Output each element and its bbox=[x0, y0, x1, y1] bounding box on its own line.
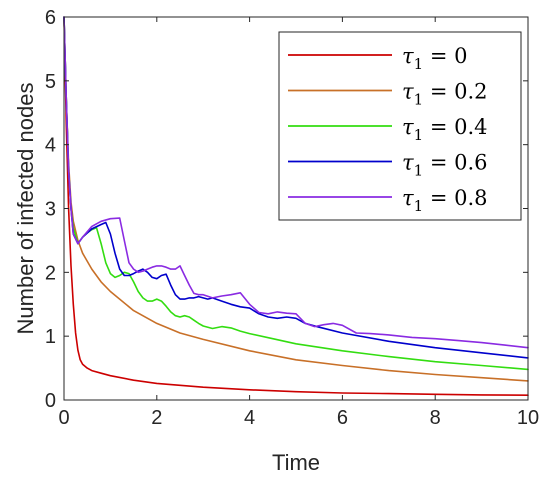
series-line-4 bbox=[63, 16, 529, 349]
legend-subscript: 1 bbox=[414, 126, 424, 144]
legend: τ1 = 0τ1 = 0.2τ1 = 0.4τ1 = 0.6τ1 = 0.8 bbox=[278, 31, 522, 221]
y-tick-label: 2 bbox=[45, 262, 56, 284]
y-tick-label: 4 bbox=[45, 135, 56, 157]
legend-value: = 0.2 bbox=[423, 80, 487, 104]
legend-label-3: τ1 = 0.6 bbox=[402, 151, 488, 180]
y-tick-label: 0 bbox=[45, 390, 56, 412]
legend-symbol: τ bbox=[402, 186, 414, 210]
axes-layer: 0 2 4 6 8 10 0 1 2 3 4 5 6 bbox=[45, 7, 539, 429]
x-tick-label: 0 bbox=[58, 407, 69, 429]
legend-symbol: τ bbox=[402, 115, 414, 139]
legend-value: = 0.6 bbox=[423, 151, 487, 175]
legend-label-2: τ1 = 0.4 bbox=[402, 115, 488, 144]
series-layer bbox=[63, 16, 529, 396]
y-tick-label: 3 bbox=[45, 199, 56, 221]
legend-symbol: τ bbox=[402, 80, 414, 104]
legend-subscript: 1 bbox=[414, 55, 424, 73]
y-tick-label: 6 bbox=[45, 7, 56, 29]
x-tick-label: 8 bbox=[430, 407, 441, 429]
legend-symbol: τ bbox=[402, 44, 414, 68]
x-tick-label: 4 bbox=[244, 407, 255, 429]
legend-subscript: 1 bbox=[414, 91, 424, 109]
legend-subscript: 1 bbox=[414, 162, 424, 180]
legend-value: = 0 bbox=[423, 44, 467, 68]
legend-subscript: 1 bbox=[414, 197, 424, 215]
legend-value: = 0.4 bbox=[423, 115, 487, 139]
y-axis-label: Number of infected nodes bbox=[13, 83, 38, 335]
x-tick-label: 2 bbox=[151, 407, 162, 429]
legend-label-0: τ1 = 0 bbox=[402, 44, 467, 73]
legend-symbol: τ bbox=[402, 151, 414, 175]
legend-value: = 0.8 bbox=[423, 186, 487, 210]
legend-label-1: τ1 = 0.2 bbox=[402, 80, 488, 109]
x-tick-label: 6 bbox=[337, 407, 348, 429]
legend-label-4: τ1 = 0.8 bbox=[402, 186, 488, 215]
legend-box bbox=[278, 31, 522, 221]
series-line-0 bbox=[63, 16, 529, 396]
y-tick-label: 5 bbox=[45, 71, 56, 93]
series-line-3 bbox=[63, 16, 529, 359]
x-tick-label: 10 bbox=[517, 407, 539, 429]
y-tick-label: 1 bbox=[45, 326, 56, 348]
x-axis-label: Time bbox=[272, 450, 320, 475]
